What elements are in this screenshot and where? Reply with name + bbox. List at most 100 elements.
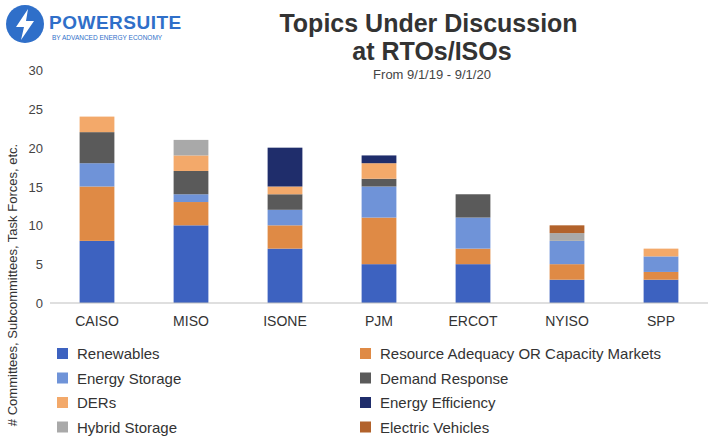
bar-segment xyxy=(644,256,679,272)
x-tick-label: MISO xyxy=(173,313,209,329)
legend-label: Energy Storage xyxy=(77,370,181,387)
legend-label: Energy Efficiency xyxy=(380,394,496,411)
bars xyxy=(80,117,679,303)
y-tick-label: 25 xyxy=(29,102,43,117)
legend-swatch xyxy=(360,373,371,384)
bar-segment xyxy=(174,171,209,194)
bar-segment xyxy=(456,249,491,265)
bar-segment xyxy=(362,163,397,179)
y-tick-label: 5 xyxy=(36,257,43,272)
legend-swatch xyxy=(360,348,371,359)
bar-segment xyxy=(174,225,209,303)
legend-swatch xyxy=(57,422,68,433)
bar-segment xyxy=(174,139,209,140)
bar-segment xyxy=(644,248,679,249)
legend-label: Electric Vehicles xyxy=(380,419,489,436)
y-tick-label: 15 xyxy=(29,180,43,195)
bar-segment xyxy=(268,187,303,195)
bar-segment xyxy=(268,210,303,226)
logo-subtitle: BY ADVANCED ENERGY ECONOMY xyxy=(52,34,163,41)
bar-segment xyxy=(362,155,397,163)
tick-mark xyxy=(47,264,50,265)
logo: POWERSUITEBY ADVANCED ENERGY ECONOMY xyxy=(6,5,182,43)
x-tick-label: ERCOT xyxy=(449,313,498,329)
bar-segment xyxy=(456,194,491,217)
bar-segment xyxy=(456,194,491,195)
bar-segment xyxy=(80,117,115,133)
bar-segment xyxy=(550,280,585,303)
logo-bolt xyxy=(16,9,34,40)
tick-mark xyxy=(47,108,50,109)
bar-segment xyxy=(550,225,585,233)
legend-label: Demand Response xyxy=(380,370,508,387)
bar-segment xyxy=(174,155,209,171)
bar-segment xyxy=(456,194,491,195)
bar-segment xyxy=(362,264,397,303)
bar-segment xyxy=(268,194,303,210)
y-tick-label: 10 xyxy=(29,218,43,233)
x-tick-label: ISONE xyxy=(263,313,307,329)
title: Topics Under Discussion at RTOs/ISOs xyxy=(279,9,584,65)
x-tick-label: NYISO xyxy=(545,313,589,329)
bar-segment xyxy=(80,116,115,117)
x-tick-label: PJM xyxy=(365,313,393,329)
legend: Renewables Resource Adequacy OR Capacity … xyxy=(57,345,661,436)
tick-mark xyxy=(47,225,50,226)
bar-segment xyxy=(268,147,303,148)
bar-segment xyxy=(80,187,115,241)
bar-segment xyxy=(550,233,585,241)
bar-segment xyxy=(268,225,303,248)
bar-segment xyxy=(456,194,491,195)
bar-segment xyxy=(644,272,679,280)
bar-segment xyxy=(80,132,115,163)
bar-segment xyxy=(362,187,397,218)
y-tick-label: 20 xyxy=(29,141,43,156)
legend-label: Renewables xyxy=(77,345,160,362)
tick-mark xyxy=(47,303,50,304)
legend-label: Resource Adequacy OR Capacity Markets xyxy=(380,345,661,362)
bar-segment xyxy=(174,194,209,202)
x-tick-label: CAISO xyxy=(75,313,119,329)
y-tick-label: 0 xyxy=(36,296,43,311)
bar-segment xyxy=(550,241,585,264)
tick-mark xyxy=(47,70,50,71)
bar-segment xyxy=(456,264,491,303)
legend-label: Hybrid Storage xyxy=(77,419,177,436)
bar-segment xyxy=(268,148,303,187)
bar-segment xyxy=(80,116,115,117)
bar-segment xyxy=(644,248,679,249)
subtitle: From 9/1/19 - 9/1/20 xyxy=(373,67,491,82)
chart: POWERSUITEBY ADVANCED ENERGY ECONOMY Topi… xyxy=(0,0,711,446)
bar-segment xyxy=(174,140,209,156)
legend-swatch xyxy=(57,373,68,384)
bar-segment xyxy=(362,155,397,156)
legend-swatch xyxy=(360,422,371,433)
legend-swatch xyxy=(57,397,68,408)
logo-title: POWERSUITE xyxy=(49,12,182,33)
legend-swatch xyxy=(57,348,68,359)
tick-mark xyxy=(47,186,50,187)
legend-swatch xyxy=(360,397,371,408)
logo-icon xyxy=(6,5,44,43)
bar-segment xyxy=(362,218,397,265)
legend-label: DERs xyxy=(77,394,116,411)
bar-segment xyxy=(80,241,115,303)
tick-mark xyxy=(47,147,50,148)
y-axis: 0 5 10 15 20 25 30 xyxy=(29,63,50,311)
bar-segment xyxy=(644,280,679,303)
bar-segment xyxy=(362,155,397,156)
bar-segment xyxy=(550,264,585,280)
x-axis-line xyxy=(50,303,708,304)
bar-segment xyxy=(268,249,303,303)
y-tick-label: 30 xyxy=(29,63,43,78)
x-tick-label: SPP xyxy=(647,313,675,329)
bar-segment xyxy=(362,179,397,187)
bar-segment xyxy=(174,202,209,225)
bar-segment xyxy=(80,163,115,186)
bar-segment xyxy=(644,249,679,257)
bar-segment xyxy=(456,194,491,195)
bar-segment xyxy=(268,147,303,148)
y-axis-label: # Committees, Subcommittees, Task Forces… xyxy=(5,144,20,426)
bar-segment xyxy=(456,218,491,249)
bar-segment xyxy=(644,248,679,249)
